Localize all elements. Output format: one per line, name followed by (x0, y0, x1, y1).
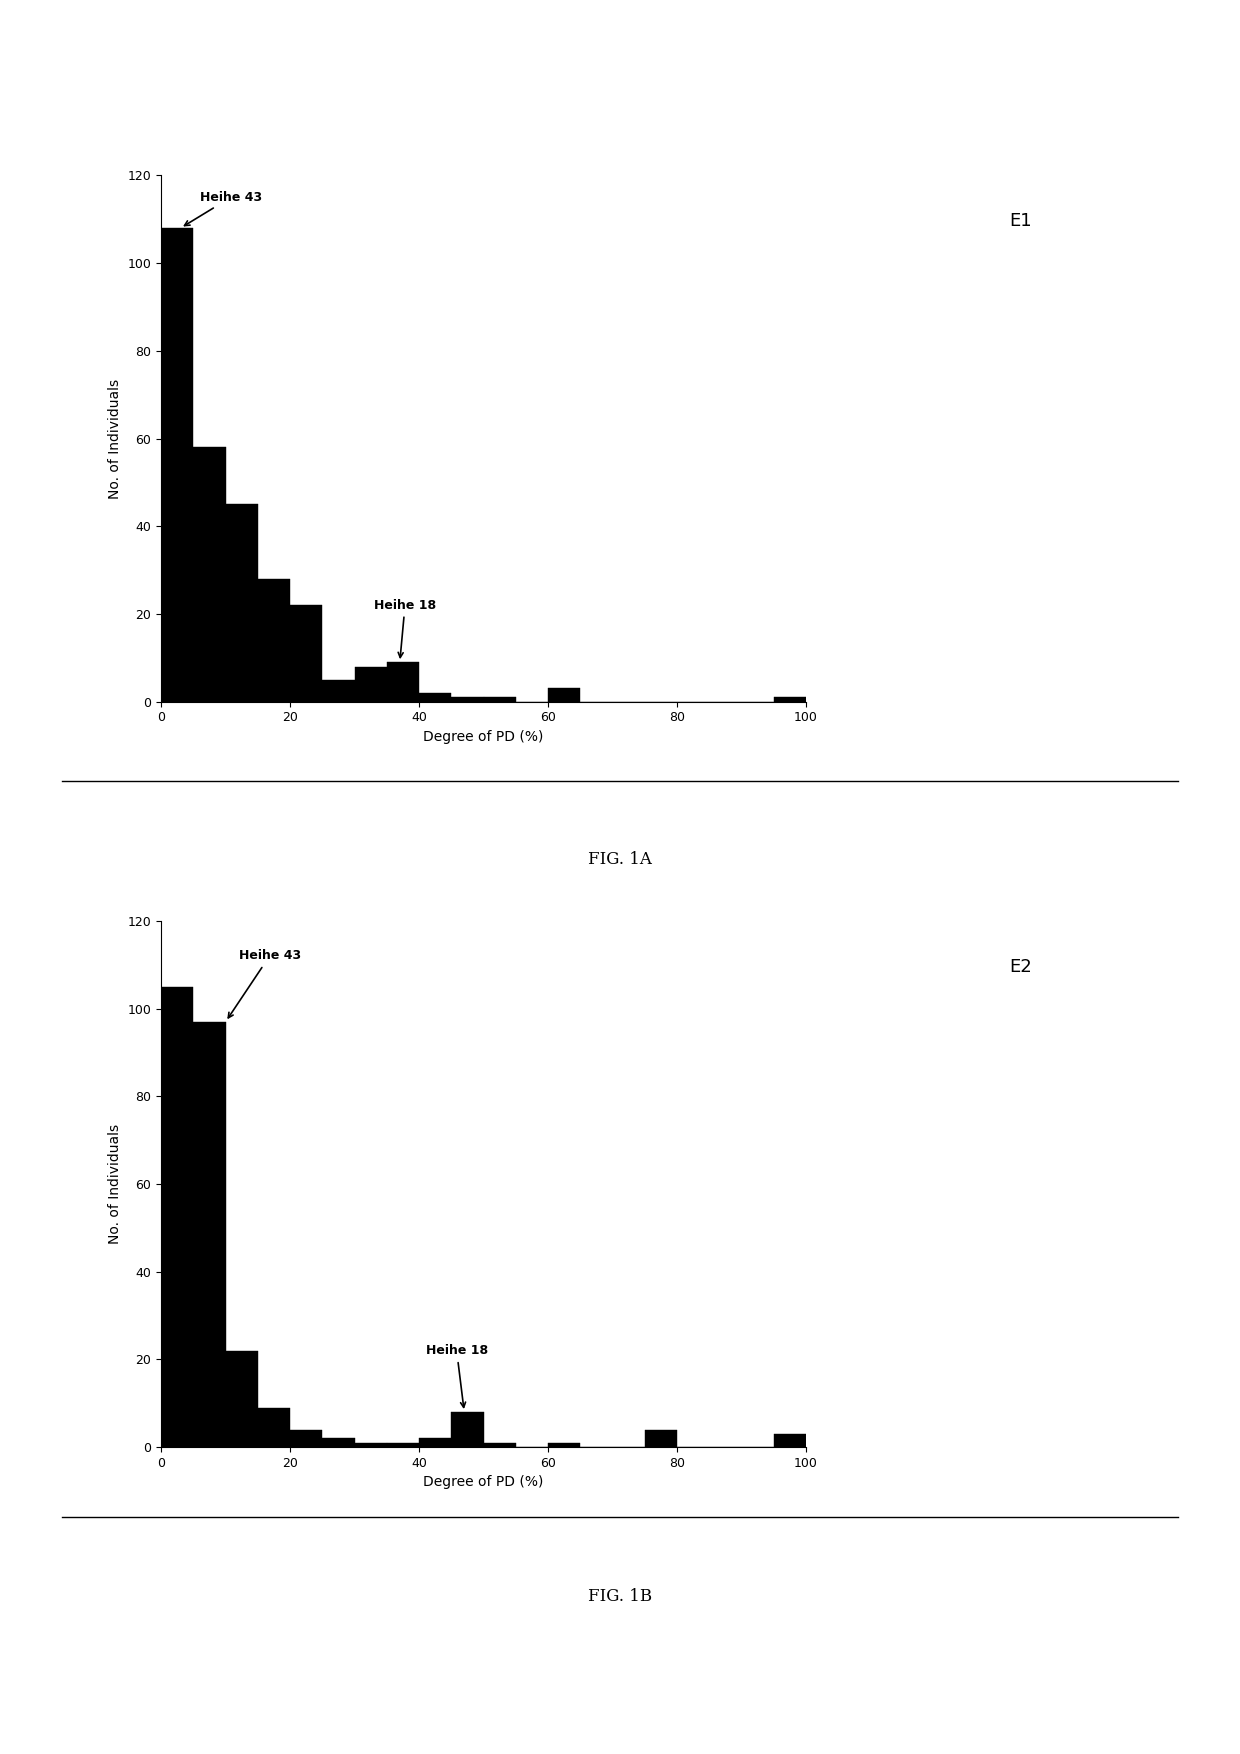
Bar (226, 505, 258, 702)
Bar (774, 698, 806, 702)
Bar (774, 1435, 806, 1447)
Bar (355, 667, 387, 702)
Bar (161, 228, 193, 702)
Bar (484, 698, 516, 702)
Bar (387, 663, 419, 702)
Bar (290, 1430, 322, 1447)
Bar (355, 1442, 387, 1447)
Bar (645, 1430, 677, 1447)
Text: E1: E1 (1009, 212, 1032, 230)
Bar (419, 693, 451, 702)
Text: Heihe 18: Heihe 18 (425, 1344, 487, 1407)
X-axis label: Degree of PD (%): Degree of PD (%) (423, 1475, 544, 1489)
Bar (451, 698, 484, 702)
Text: FIG. 1A: FIG. 1A (588, 851, 652, 868)
Bar (484, 1442, 516, 1447)
Bar (161, 986, 193, 1447)
Y-axis label: No. of Individuals: No. of Individuals (108, 379, 122, 498)
Text: Heihe 43: Heihe 43 (185, 191, 262, 226)
Bar (193, 1021, 226, 1447)
X-axis label: Degree of PD (%): Degree of PD (%) (423, 730, 544, 744)
Bar (290, 605, 322, 702)
Y-axis label: No. of Individuals: No. of Individuals (108, 1124, 122, 1244)
Text: E2: E2 (1009, 958, 1032, 975)
Bar (322, 681, 355, 702)
Bar (193, 447, 226, 702)
Text: FIG. 1B: FIG. 1B (588, 1587, 652, 1605)
Bar (258, 579, 290, 702)
Text: Heihe 18: Heihe 18 (374, 598, 436, 658)
Bar (548, 1442, 580, 1447)
Text: Heihe 43: Heihe 43 (228, 949, 301, 1017)
Bar (419, 1438, 451, 1447)
Bar (451, 1412, 484, 1447)
Bar (548, 689, 580, 702)
Bar (387, 1442, 419, 1447)
Bar (258, 1407, 290, 1447)
Bar (226, 1351, 258, 1447)
Bar (322, 1438, 355, 1447)
